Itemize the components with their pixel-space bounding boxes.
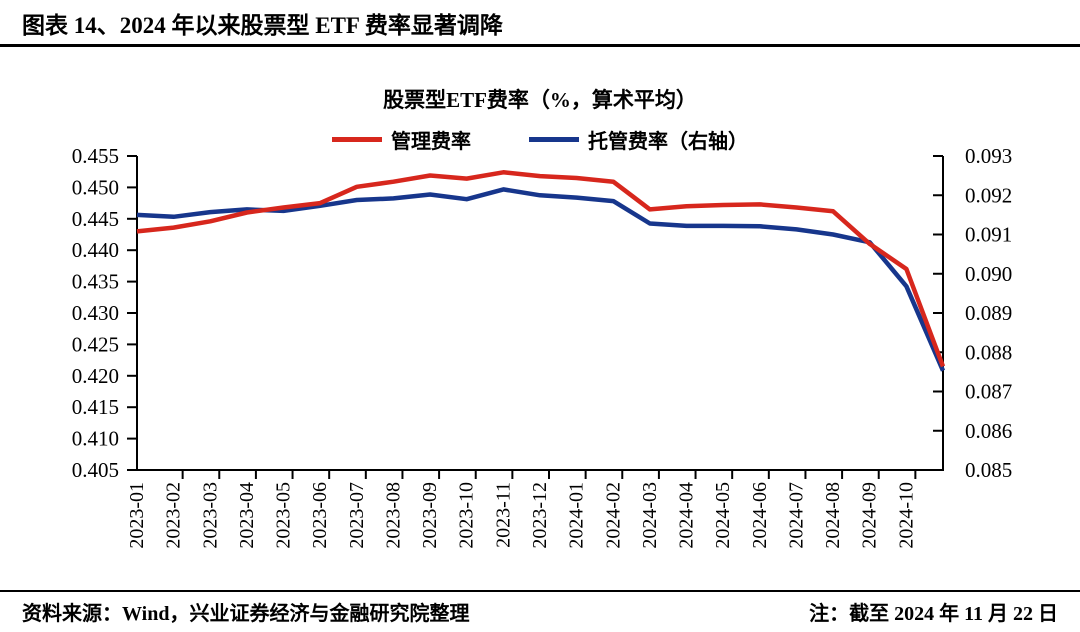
date-note: 注：截至 2024 年 11 月 22 日 — [809, 603, 1058, 625]
right-axis-tick-label: 0.086 — [965, 419, 1012, 443]
x-axis-tick-label: 2023-06 — [309, 482, 331, 549]
left-axis-tick-label: 0.410 — [72, 427, 119, 451]
right-axis-tick-label: 0.085 — [965, 458, 1012, 482]
x-axis-tick-label: 2024-05 — [712, 482, 734, 549]
x-axis-tick-label: 2023-01 — [126, 482, 148, 549]
x-axis-tick-label: 2024-10 — [895, 482, 917, 549]
right-axis-tick-label: 0.089 — [965, 301, 1012, 325]
legend-item-management: 管理费率 — [332, 125, 471, 154]
x-axis-tick-label: 2023-08 — [382, 482, 404, 549]
x-axis-tick-label: 2023-04 — [236, 482, 258, 549]
right-axis-tick-label: 0.087 — [965, 380, 1012, 404]
x-axis-tick-label: 2024-07 — [785, 482, 807, 549]
title-divider — [0, 44, 1080, 47]
management-fee-line — [136, 170, 946, 368]
x-axis-tick-label: 2023-10 — [456, 482, 478, 549]
chart-title: 股票型ETF费率（%，算术平均） — [383, 88, 697, 112]
left-axis-tick-label: 0.445 — [72, 207, 119, 231]
x-axis-tick-label: 2023-05 — [273, 482, 295, 549]
figure-title: 图表 14、2024 年以来股票型 ETF 费率显著调降 — [22, 13, 503, 38]
right-axis-tick-label: 0.091 — [965, 223, 1012, 247]
legend-label-management: 管理费率 — [391, 131, 471, 153]
x-axis-tick-label: 2024-01 — [566, 482, 588, 549]
left-axis-tick-label: 0.425 — [72, 332, 119, 356]
x-axis-tick-label: 2023-11 — [492, 482, 514, 548]
custody-fee-line — [136, 187, 946, 372]
right-axis-tick-label: 0.090 — [965, 262, 1012, 286]
x-axis-tick-label: 2023-03 — [199, 482, 221, 549]
right-axis-tick-label: 0.092 — [965, 183, 1012, 207]
x-axis-tick-label: 2023-12 — [529, 482, 551, 549]
chart-legend: 管理费率 托管费率（右轴） — [0, 125, 1080, 154]
x-axis-tick-label: 2023-07 — [346, 482, 368, 549]
management-line-swatch — [332, 137, 382, 142]
left-axis-tick-label: 0.450 — [72, 175, 119, 199]
right-axis-tick-label: 0.088 — [965, 340, 1012, 364]
x-axis-tick-label: 2023-09 — [419, 482, 441, 549]
left-axis-tick-label: 0.440 — [72, 238, 119, 262]
legend-label-custody: 托管费率（右轴） — [588, 131, 748, 153]
x-axis-tick-label: 2024-09 — [859, 482, 881, 549]
x-axis-tick-label: 2024-06 — [749, 482, 771, 549]
footer: 资料来源：Wind，兴业证券经济与金融研究院整理 注：截至 2024 年 11 … — [0, 597, 1080, 626]
legend-item-custody: 托管费率（右轴） — [529, 125, 748, 154]
source-note: 资料来源：Wind，兴业证券经济与金融研究院整理 — [22, 603, 470, 625]
x-axis-tick-label: 2024-08 — [822, 482, 844, 549]
custody-line-swatch — [529, 137, 579, 142]
left-axis-tick-label: 0.430 — [72, 301, 119, 325]
left-axis-tick-label: 0.415 — [72, 395, 119, 419]
left-axis-tick-label: 0.420 — [72, 364, 119, 388]
x-axis-tick-label: 2023-02 — [163, 482, 185, 549]
right-axis-tick-label: 0.093 — [965, 144, 1012, 168]
left-axis-tick-label: 0.435 — [72, 270, 119, 294]
x-axis-tick-label: 2024-04 — [676, 482, 698, 549]
left-axis-tick-label: 0.405 — [72, 458, 119, 482]
footer-divider — [0, 590, 1080, 592]
x-axis-tick-label: 2024-03 — [639, 482, 661, 549]
x-axis-tick-label: 2024-02 — [602, 482, 624, 549]
left-axis-tick-label: 0.455 — [72, 144, 119, 168]
